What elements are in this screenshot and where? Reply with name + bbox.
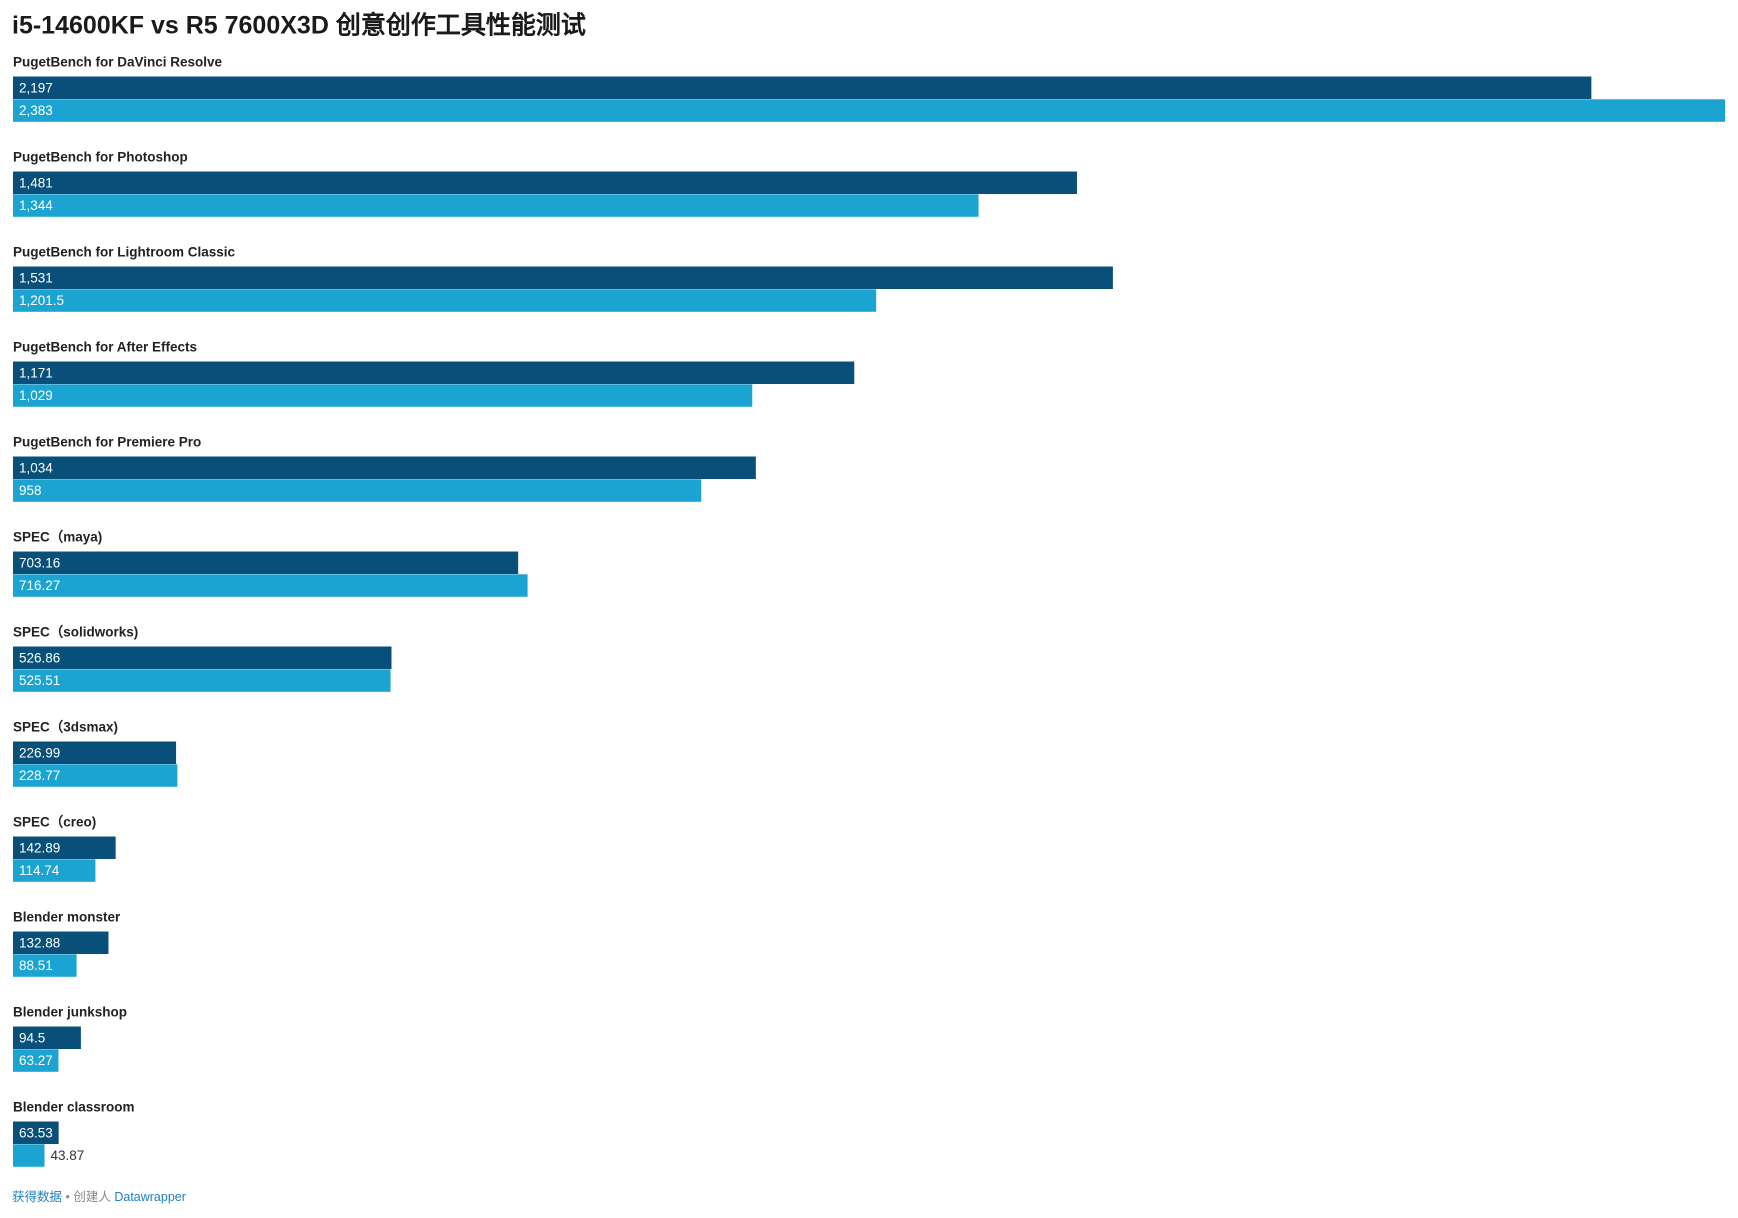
bar: [13, 1121, 59, 1144]
bar: [13, 361, 855, 384]
bar: [13, 479, 702, 502]
category-label: PugetBench for Lightroom Classic: [13, 245, 236, 260]
value-label: 958: [19, 483, 42, 498]
source-link[interactable]: 获得数据: [12, 1189, 62, 1204]
bar: [13, 574, 528, 597]
bar: [13, 836, 116, 859]
value-label: 114.74: [19, 863, 60, 878]
value-label: 43.87: [51, 1148, 85, 1163]
value-label: 2,197: [19, 80, 53, 95]
category-label: PugetBench for Photoshop: [13, 150, 188, 165]
value-label: 1,344: [19, 198, 53, 213]
chart-title: i5-14600KF vs R5 7600X3D 创意创作工具性能测试: [12, 11, 586, 40]
bar: [13, 1026, 81, 1049]
category-label: PugetBench for After Effects: [13, 340, 197, 355]
value-label: 132.88: [19, 935, 60, 950]
category-label: Blender junkshop: [13, 1005, 127, 1020]
value-label: 1,029: [19, 388, 53, 403]
category-label: PugetBench for Premiere Pro: [13, 435, 201, 450]
value-label: 226.99: [19, 745, 60, 760]
bar: [13, 859, 96, 882]
tool-link[interactable]: Datawrapper: [114, 1190, 186, 1204]
category-label: SPEC（3dsmax): [13, 720, 118, 735]
value-label: 1,201.5: [19, 293, 64, 308]
value-label: 63.27: [19, 1053, 53, 1068]
category-label: Blender classroom: [13, 1100, 135, 1115]
bar: [13, 456, 756, 479]
bar: [13, 669, 391, 692]
bar: [13, 99, 1725, 122]
value-label: 716.27: [19, 578, 60, 593]
bar: [13, 384, 753, 407]
value-label: 94.5: [19, 1030, 45, 1045]
value-label: 526.86: [19, 650, 60, 665]
credit: • 创建人: [66, 1190, 112, 1204]
value-label: 142.89: [19, 840, 60, 855]
value-label: 703.16: [19, 555, 60, 570]
category-label: Blender monster: [13, 910, 121, 925]
category-label: SPEC（maya): [13, 530, 102, 545]
bar: [13, 764, 178, 787]
bar: [13, 551, 519, 574]
bar: [13, 194, 979, 217]
value-label: 1,531: [19, 270, 53, 285]
bar: [13, 646, 392, 669]
value-label: 525.51: [19, 673, 60, 688]
bar: [13, 741, 177, 764]
value-label: 1,171: [19, 365, 53, 380]
category-label: PugetBench for DaVinci Resolve: [13, 55, 223, 70]
bar: [13, 1049, 59, 1072]
value-label: 1,481: [19, 175, 53, 190]
value-label: 1,034: [19, 460, 53, 475]
category-label: SPEC（creo): [13, 815, 96, 830]
value-label: 88.51: [19, 958, 53, 973]
bar: [13, 954, 77, 977]
bar: [13, 171, 1077, 194]
bar: [13, 266, 1113, 289]
category-label: SPEC（solidworks): [13, 625, 138, 640]
footer: 获得数据 • 创建人 Datawrapper: [12, 1189, 186, 1204]
value-label: 63.53: [19, 1125, 53, 1140]
bar: [13, 289, 877, 312]
bar: [13, 76, 1592, 99]
bar: [13, 931, 109, 954]
bar: [13, 1144, 45, 1167]
value-label: 2,383: [19, 103, 53, 118]
value-label: 228.77: [19, 768, 60, 783]
